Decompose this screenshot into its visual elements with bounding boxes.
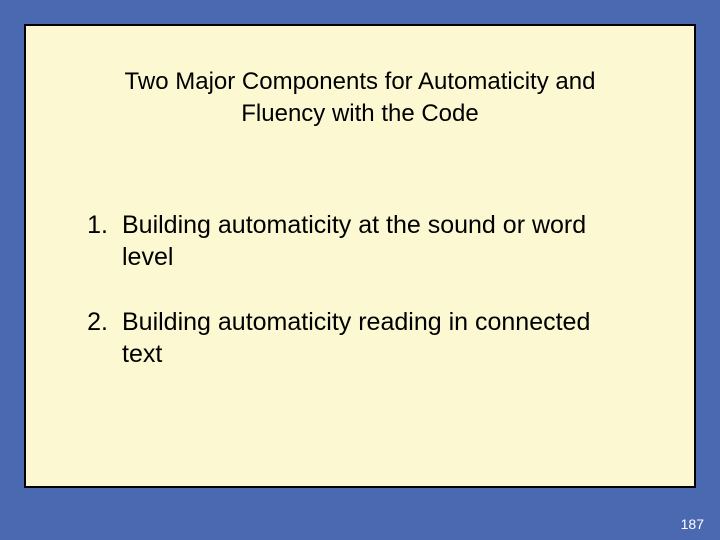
list-item-number: 1.: [74, 209, 122, 274]
list-item: 1. Building automaticity at the sound or…: [74, 209, 646, 274]
list-item-number: 2.: [74, 306, 122, 371]
numbered-list: 1. Building automaticity at the sound or…: [74, 209, 646, 371]
list-item: 2. Building automaticity reading in conn…: [74, 306, 646, 371]
list-item-text: Building automaticity reading in connect…: [122, 306, 646, 371]
slide-title: Two Major Components for Automaticity an…: [74, 66, 646, 131]
title-line-2: Fluency with the Code: [241, 100, 478, 127]
slide-content-box: Two Major Components for Automaticity an…: [24, 24, 696, 488]
list-item-text: Building automaticity at the sound or wo…: [122, 209, 646, 274]
title-line-1: Two Major Components for Automaticity an…: [125, 68, 596, 95]
page-number: 187: [681, 516, 704, 532]
